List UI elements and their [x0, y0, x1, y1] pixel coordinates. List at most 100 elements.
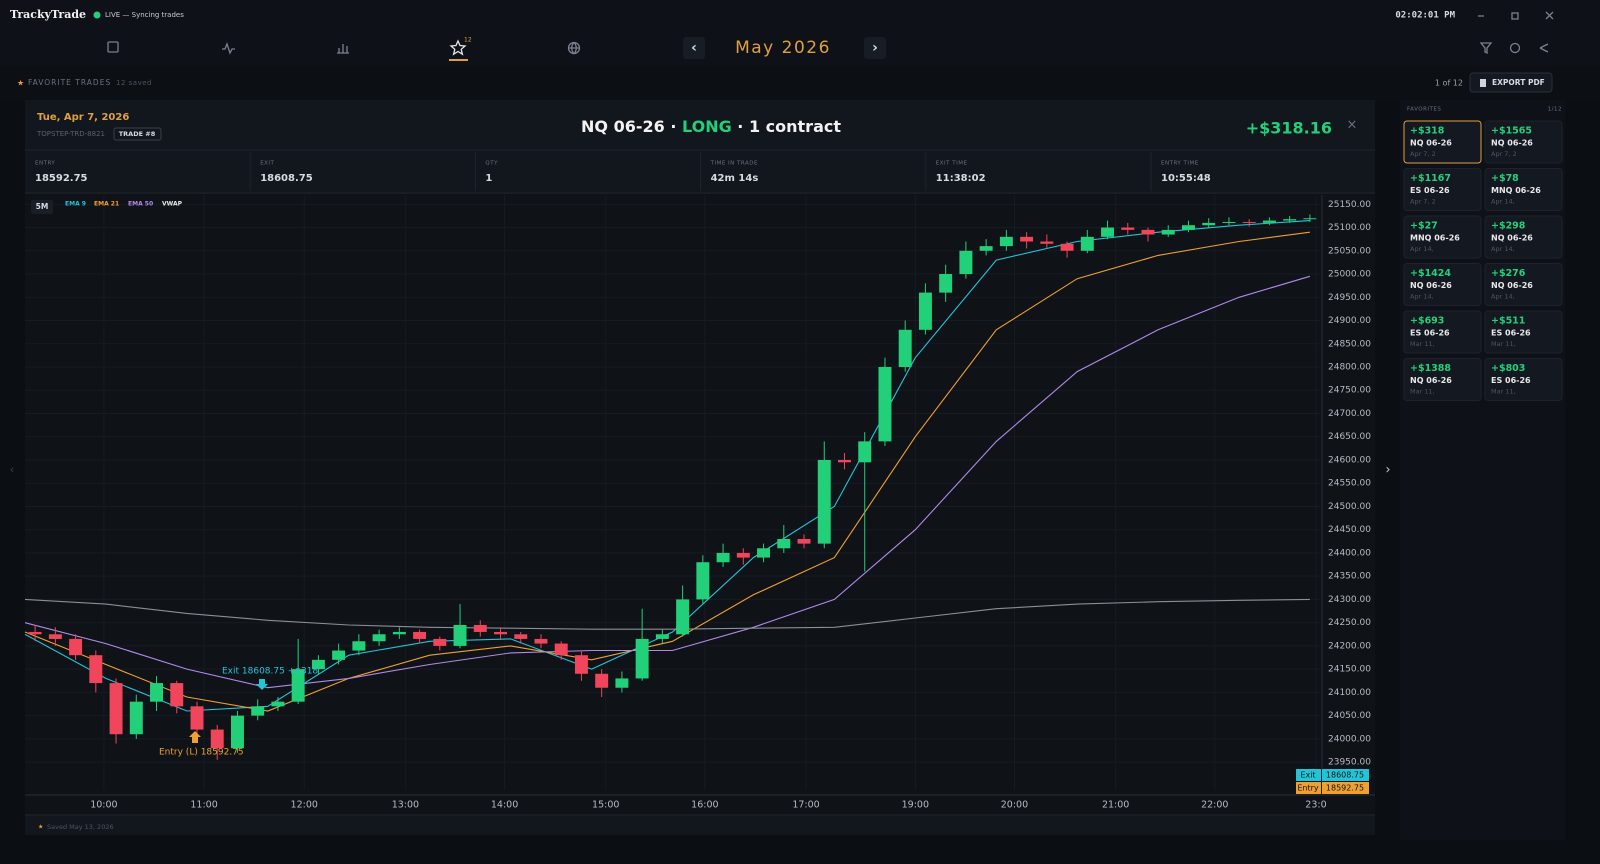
- card-date: Apr 7, 2: [1410, 198, 1436, 206]
- candle-body: [918, 292, 932, 330]
- settings-button[interactable]: [1509, 42, 1521, 54]
- candle-body: [959, 250, 973, 275]
- favorite-card[interactable]: [1484, 215, 1563, 259]
- card-amount: +$803: [1491, 363, 1525, 374]
- candle-body: [352, 641, 366, 651]
- candle-body: [716, 552, 730, 563]
- candle-body: [979, 246, 993, 251]
- y-tick-label: 24400.00: [1328, 548, 1371, 558]
- prev-arrow[interactable]: ‹: [691, 40, 697, 56]
- favorite-card[interactable]: [1403, 168, 1482, 211]
- card-date: Mar 11,: [1410, 388, 1435, 396]
- y-tick-label: 24050.00: [1328, 711, 1371, 721]
- next-trade[interactable]: ›: [1385, 463, 1390, 478]
- top-bar: [0, 0, 1600, 66]
- favorite-card[interactable]: [1484, 168, 1563, 211]
- y-tick-label: 23950.00: [1328, 758, 1371, 768]
- card-amount: +$1424: [1410, 268, 1451, 279]
- card-symbol: ES 06-26: [1491, 376, 1531, 385]
- x-tick-label: 21:00: [1102, 800, 1129, 811]
- favorite-card[interactable]: [1403, 120, 1482, 164]
- trade-date: Tue, Apr 7, 2026: [37, 112, 129, 123]
- trade-title: NQ 06-26 · LONG · 1 contract: [581, 117, 841, 136]
- maximize[interactable]: [1511, 12, 1519, 20]
- logo: TrackyTrade: [10, 8, 86, 21]
- price-tag-text: 18608.75: [1326, 771, 1364, 780]
- calendar-tab[interactable]: [107, 41, 119, 53]
- y-tick-label: 24200.00: [1328, 641, 1371, 651]
- close-trade[interactable]: ×: [1347, 118, 1358, 133]
- card-symbol: MNQ 06-26: [1410, 234, 1460, 243]
- indicator-line: [24, 275, 1311, 689]
- x-tick-label: 15:00: [592, 800, 619, 811]
- stats-tab[interactable]: [337, 44, 349, 54]
- candle-body: [372, 634, 386, 642]
- card-amount: +$276: [1491, 268, 1526, 279]
- candle-body: [676, 599, 690, 635]
- y-tick-label: 24650.00: [1328, 432, 1371, 442]
- candle-body: [777, 538, 791, 549]
- favorites-tab[interactable]: [449, 39, 467, 56]
- account: TOPSTEP-TRD-8821: [36, 130, 105, 138]
- price-tag-name: [1296, 782, 1321, 794]
- next-month[interactable]: [864, 37, 886, 59]
- live-status: LIVE — Syncing trades: [105, 11, 184, 19]
- favorites-badge: 12: [464, 37, 472, 44]
- y-tick-label: 25100.00: [1328, 223, 1371, 233]
- activity-tab[interactable]: [222, 42, 235, 55]
- favorite-card[interactable]: [1403, 263, 1482, 306]
- trade-number: TRADE #8: [119, 130, 156, 138]
- export-label[interactable]: EXPORT PDF: [1492, 78, 1545, 87]
- entry-label: Entry (L) 18592.75: [159, 748, 244, 758]
- candle-body: [1141, 229, 1155, 235]
- close-window[interactable]: [1545, 11, 1554, 20]
- candle-body: [251, 706, 265, 716]
- card-date: Apr 14,: [1410, 245, 1434, 253]
- candle-body: [1121, 227, 1135, 230]
- favorite-card[interactable]: [1403, 358, 1482, 401]
- next-arrow[interactable]: ›: [872, 40, 878, 56]
- candle-body: [635, 638, 649, 679]
- y-tick-label: 24350.00: [1328, 572, 1371, 582]
- favorite-card[interactable]: [1484, 358, 1563, 401]
- y-tick-label: 24900.00: [1328, 316, 1371, 326]
- candle-body: [1262, 220, 1276, 223]
- candle-body: [757, 548, 771, 558]
- prev-trade[interactable]: ‹: [10, 463, 15, 477]
- export-button[interactable]: [1469, 72, 1553, 93]
- entry-arrow: [189, 731, 201, 743]
- candle-body: [271, 701, 285, 707]
- prev-month[interactable]: [683, 37, 705, 59]
- x-tick-label: 17:00: [792, 800, 819, 811]
- candle-body: [1202, 222, 1216, 226]
- share-button[interactable]: [1539, 43, 1549, 53]
- saved-date: Saved May 13, 2026: [47, 823, 114, 831]
- clock: 02:02:01 PM: [1395, 11, 1455, 21]
- favorite-card[interactable]: [1484, 263, 1563, 306]
- favorites-count: 1/12: [1548, 107, 1562, 113]
- live-dot: [93, 11, 101, 19]
- candle-body: [210, 729, 224, 749]
- candle-body: [1060, 243, 1074, 251]
- candle-body: [230, 715, 244, 749]
- y-tick-label: 24450.00: [1328, 525, 1371, 535]
- side: LONG: [682, 117, 732, 136]
- favorite-card[interactable]: [1403, 310, 1482, 354]
- card-date: Mar 11,: [1410, 340, 1435, 348]
- y-tick-label: 24100.00: [1328, 688, 1371, 698]
- favorite-card[interactable]: [1484, 120, 1563, 164]
- favorite-card[interactable]: [1403, 215, 1482, 259]
- stat-value: 42m 14s: [711, 173, 759, 184]
- candle-body: [595, 673, 609, 688]
- x-tick-label: 19:00: [902, 800, 929, 811]
- candle-body: [736, 552, 750, 558]
- y-tick-label: 24300.00: [1328, 595, 1371, 605]
- candle-body: [838, 459, 851, 463]
- y-tick-label: 24150.00: [1328, 665, 1371, 675]
- x-tick-label: 11:00: [190, 800, 217, 811]
- card-symbol: NQ 06-26: [1491, 234, 1533, 243]
- candle-body: [514, 634, 528, 639]
- x-tick-label: 10:00: [90, 800, 117, 811]
- filter-button[interactable]: [1479, 42, 1493, 55]
- favorite-card[interactable]: [1484, 310, 1563, 354]
